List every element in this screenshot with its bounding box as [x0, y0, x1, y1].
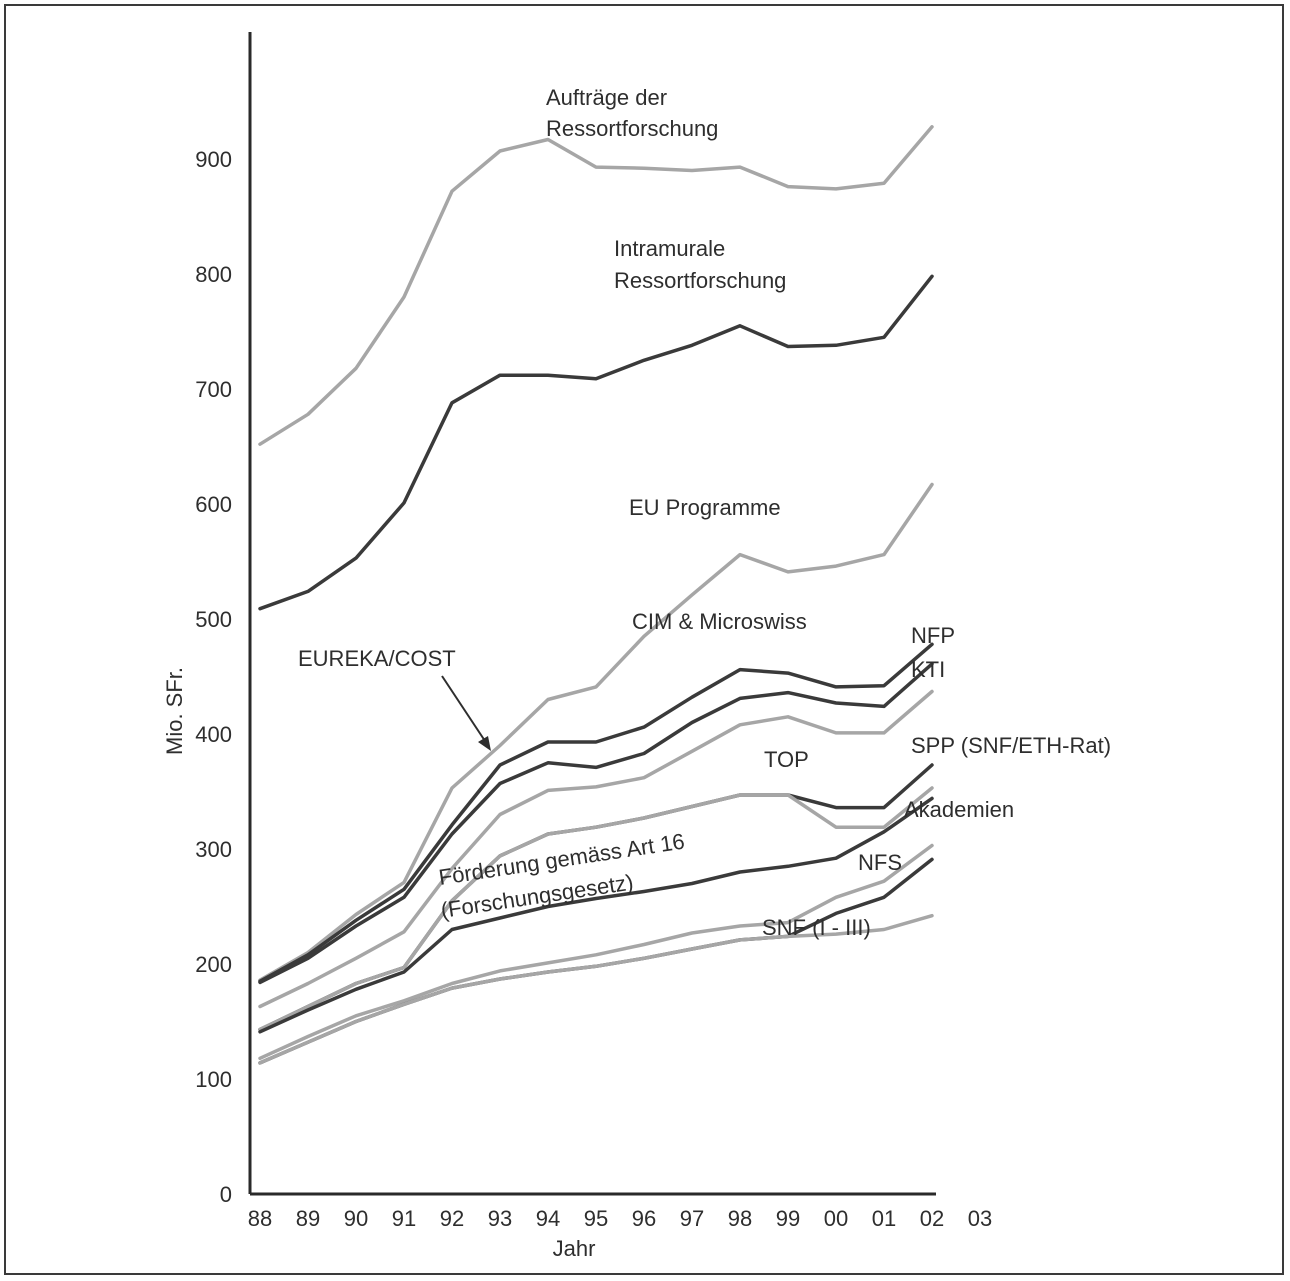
chart-frame: 0 100 200 300 400 500 600 700 800 900 88 89 90 91 92 9… — [4, 4, 1284, 1275]
series-layer — [258, 125, 934, 1065]
label-nfp: NFP — [911, 623, 955, 648]
x-tick-labels: 88 89 90 91 92 93 94 95 96 97 98 99 00 01 02 03 — [248, 1206, 992, 1231]
x-tick-label: 98 — [728, 1206, 752, 1231]
label-nfs: NFS — [858, 850, 902, 875]
x-axis-title: Jahr — [553, 1236, 596, 1261]
x-tick-label: 95 — [584, 1206, 608, 1231]
x-tick-label: 03 — [968, 1206, 992, 1231]
y-tick-label: 600 — [195, 492, 232, 517]
label-kti: KTI — [911, 657, 945, 682]
series-line-0 — [258, 125, 934, 446]
label-cim-microswiss: CIM & Microswiss — [632, 609, 807, 634]
label-auftraege-line2: Ressortforschung — [546, 116, 718, 141]
x-tick-label: 94 — [536, 1206, 560, 1231]
label-intramurale-line1: Intramurale — [614, 236, 725, 261]
series-line-3 — [258, 642, 934, 984]
series-line-4 — [258, 662, 934, 985]
label-snf: SNF (I - III) — [762, 915, 871, 940]
y-tick-label: 800 — [195, 262, 232, 287]
x-tick-label: 97 — [680, 1206, 704, 1231]
y-tick-label: 500 — [195, 607, 232, 632]
x-tick-label: 89 — [296, 1206, 320, 1231]
label-akademien: Akademien — [904, 797, 1014, 822]
series-line-2 — [258, 482, 934, 982]
x-tick-label: 88 — [248, 1206, 272, 1231]
x-tick-label: 91 — [392, 1206, 416, 1231]
y-tick-label: 0 — [220, 1182, 232, 1207]
series-line-9 — [258, 843, 934, 1061]
x-tick-label: 99 — [776, 1206, 800, 1231]
label-top: TOP — [764, 747, 809, 772]
series-line-11 — [258, 913, 934, 1065]
label-eu-programme: EU Programme — [629, 495, 781, 520]
eureka-arrow-head — [478, 736, 491, 751]
label-spp: SPP (SNF/ETH-Rat) — [911, 733, 1111, 758]
x-tick-label: 92 — [440, 1206, 464, 1231]
series-line-8 — [258, 796, 934, 1034]
x-tick-label: 01 — [872, 1206, 896, 1231]
x-tick-label: 93 — [488, 1206, 512, 1231]
y-tick-label: 200 — [195, 952, 232, 977]
series-line-1 — [258, 274, 934, 611]
x-tick-label: 00 — [824, 1206, 848, 1231]
label-eureka-cost: EUREKA/COST — [298, 646, 456, 671]
x-tick-label: 96 — [632, 1206, 656, 1231]
y-tick-label: 300 — [195, 837, 232, 862]
y-tick-labels: 0 100 200 300 400 500 600 700 800 900 — [195, 147, 232, 1207]
label-auftraege-line1: Aufträge der — [546, 85, 667, 110]
y-tick-label: 700 — [195, 377, 232, 402]
eureka-arrow-shaft — [441, 675, 488, 745]
label-intramurale-line2: Ressortforschung — [614, 268, 786, 293]
y-tick-label: 100 — [195, 1067, 232, 1092]
x-tick-label: 90 — [344, 1206, 368, 1231]
series-line-5 — [258, 689, 934, 1009]
y-axis-title: Mio. SFr. — [162, 667, 187, 755]
series-line-7 — [258, 786, 934, 1032]
y-tick-label: 400 — [195, 722, 232, 747]
y-tick-label: 900 — [195, 147, 232, 172]
x-tick-label: 02 — [920, 1206, 944, 1231]
